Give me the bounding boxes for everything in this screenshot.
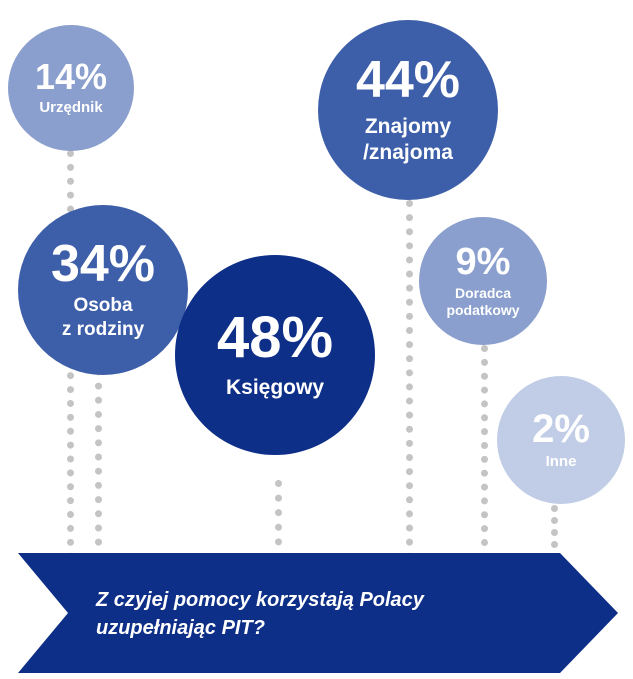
bubble-znajomy-label: Znajomy /znajoma [363,114,453,164]
banner-line-2: uzupełniając PIT? [96,617,265,639]
stem-doradca [481,345,488,560]
banner-text: Z czyjej pomocy korzystają Polacy uzupeł… [96,586,424,642]
stem-inne [551,505,558,560]
bubble-osoba-z-rodziny: 34% Osoba z rodziny [18,205,188,375]
bubble-ksiegowy-label: Księgowy [225,375,325,399]
bubble-osoba-label: Osoba z rodziny [62,294,144,342]
stem-osoba-z-rodziny [95,340,102,560]
bubble-urzednik-value: 14% [34,55,108,97]
bubble-ksiegowy: 48% Księgowy [175,255,375,455]
bubble-doradca-value: 9% [455,240,511,283]
bubble-osoba-label-text: Osoba z rodziny [61,295,145,340]
bubble-inne-value: 2% [532,406,590,451]
bubble-inne: 2% Inne [497,376,625,504]
bubble-urzednik-label: Urzędnik [39,98,103,116]
bubble-urzednik: 14% Urzędnik [8,25,134,151]
banner-line-1: Z czyjej pomocy korzystają Polacy [96,589,424,611]
bubble-inne-label: Inne [545,452,577,470]
stem-ksiegowy [275,480,282,560]
bubble-znajomy-value: 44% [355,50,461,109]
bubble-znajomy: 44% Znajomy /znajoma [318,20,498,200]
bubble-doradca: 9% Doradca podatkowy [419,217,547,345]
bubble-ksiegowy-value: 48% [216,304,334,370]
bubble-doradca-label: Doradca podatkowy [446,284,520,319]
banner-arrow-shape [18,553,618,673]
bubble-osoba-value: 34% [50,235,156,294]
stem-znajomy [406,200,413,560]
